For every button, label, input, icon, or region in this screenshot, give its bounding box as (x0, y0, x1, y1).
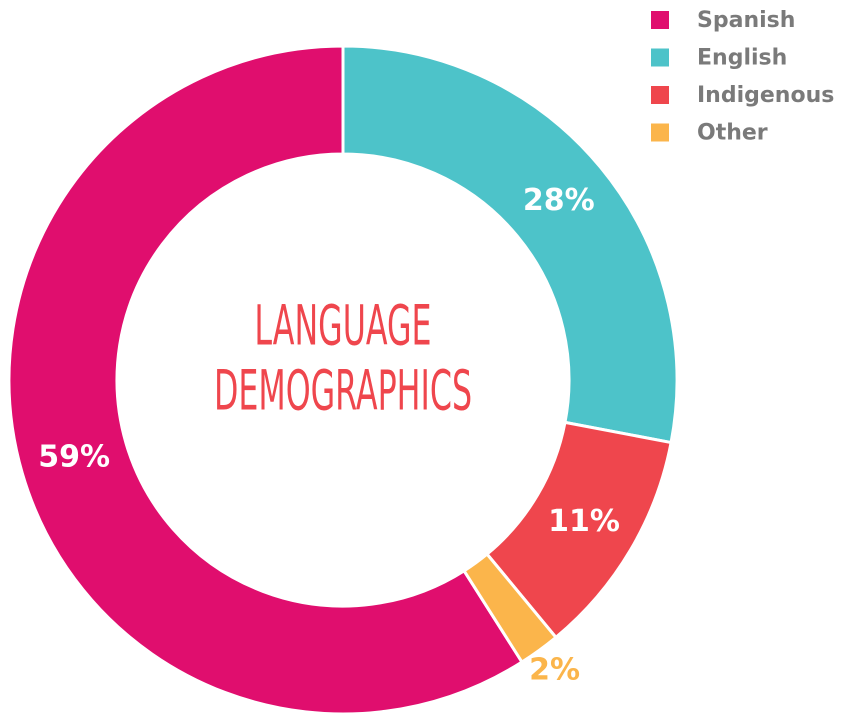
value-label: 28% (523, 183, 595, 218)
donut-segment (7, 44, 525, 713)
legend-label: English (697, 46, 787, 71)
value-label: 59% (38, 440, 110, 475)
value-label: 2% (529, 653, 580, 688)
value-label: 11% (548, 504, 620, 539)
chart-title: LANGUAGE DEMOGRAPHICS (214, 293, 472, 423)
legend-swatch (651, 48, 669, 67)
legend-label: Spanish (697, 8, 795, 33)
legend-label: Indigenous (697, 83, 834, 108)
donut-segment (341, 44, 679, 445)
legend-swatch (651, 11, 669, 29)
donut-segment (462, 552, 559, 665)
legend-label: Other (697, 121, 768, 146)
legend-swatch (651, 86, 669, 104)
legend-swatch (651, 123, 669, 142)
